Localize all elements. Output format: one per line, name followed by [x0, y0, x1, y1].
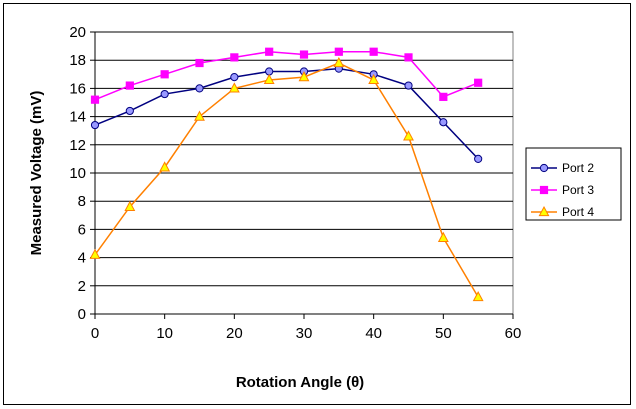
data-point — [404, 81, 413, 90]
data-point — [334, 47, 343, 56]
data-point — [474, 154, 483, 163]
data-point — [194, 110, 205, 121]
data-point — [230, 73, 239, 82]
y-tick-label: 0 — [78, 306, 86, 323]
series-line — [94, 67, 479, 160]
data-point — [369, 47, 378, 56]
data-point — [90, 95, 100, 104]
legend: Port 2 Port 3 Port 4 — [525, 147, 622, 221]
data-point — [195, 84, 204, 93]
legend-entry: Port 3 — [531, 183, 594, 197]
y-tick-label: 16 — [69, 80, 86, 97]
y-tick-label: 6 — [78, 221, 86, 238]
series-port-4 — [89, 56, 484, 302]
y-tick-label: 8 — [78, 193, 86, 210]
data-point — [89, 248, 101, 259]
x-tick-label: 60 — [505, 325, 522, 342]
data-point — [474, 78, 483, 87]
series-port-3 — [90, 47, 483, 104]
data-point — [333, 56, 345, 68]
data-point — [195, 58, 204, 68]
legend-label: Port 2 — [562, 161, 594, 175]
data-point — [437, 231, 449, 242]
data-point — [299, 50, 309, 59]
x-tick-label: 0 — [91, 325, 99, 342]
data-point — [160, 89, 169, 99]
y-tick-label: 10 — [69, 165, 86, 182]
gridlines — [95, 31, 513, 287]
series-line — [94, 62, 479, 298]
x-tick-label: 30 — [296, 325, 313, 342]
data-point — [160, 70, 169, 79]
y-axis-title: Measured Voltage (mV) — [28, 91, 45, 256]
legend-label: Port 3 — [562, 183, 594, 197]
data-point — [265, 47, 274, 56]
data-point — [90, 120, 100, 130]
y-tick-label: 18 — [69, 52, 86, 69]
x-tick-label: 10 — [156, 325, 173, 342]
data-point — [125, 106, 134, 116]
data-point — [159, 161, 171, 172]
data-point — [404, 53, 413, 62]
x-axis-title: Rotation Angle (θ) — [236, 374, 364, 391]
x-tick-label: 20 — [226, 325, 243, 342]
x-tick-label: 50 — [435, 325, 452, 342]
data-point — [263, 73, 275, 85]
y-tick-label: 20 — [69, 24, 86, 41]
legend-entry: Port 2 — [531, 161, 594, 175]
y-tick-label: 14 — [69, 109, 86, 126]
y-tick-label: 4 — [78, 250, 86, 267]
legend-marker — [538, 205, 550, 217]
data-point — [125, 81, 134, 90]
data-point — [228, 82, 240, 93]
legend-marker — [539, 185, 549, 195]
legend-label: Port 4 — [562, 205, 594, 219]
series-layer — [89, 47, 484, 302]
data-point — [368, 73, 380, 85]
data-point — [298, 71, 310, 82]
series-line — [94, 50, 479, 101]
axes: 0 2 4 6 8 10 12 14 16 18 20 0 10 20 30 40 50 60 — [69, 24, 521, 342]
data-point — [230, 53, 239, 62]
legend-entry: Port 4 — [531, 205, 594, 219]
y-tick-label: 2 — [78, 278, 86, 295]
x-tick-label: 40 — [365, 325, 382, 342]
data-point — [124, 200, 136, 211]
y-tick-label: 12 — [69, 137, 86, 154]
data-point — [439, 118, 448, 127]
data-point — [439, 92, 448, 101]
data-point — [472, 291, 484, 302]
data-point — [403, 130, 414, 141]
legend-box — [525, 147, 622, 221]
legend-marker — [539, 163, 549, 173]
